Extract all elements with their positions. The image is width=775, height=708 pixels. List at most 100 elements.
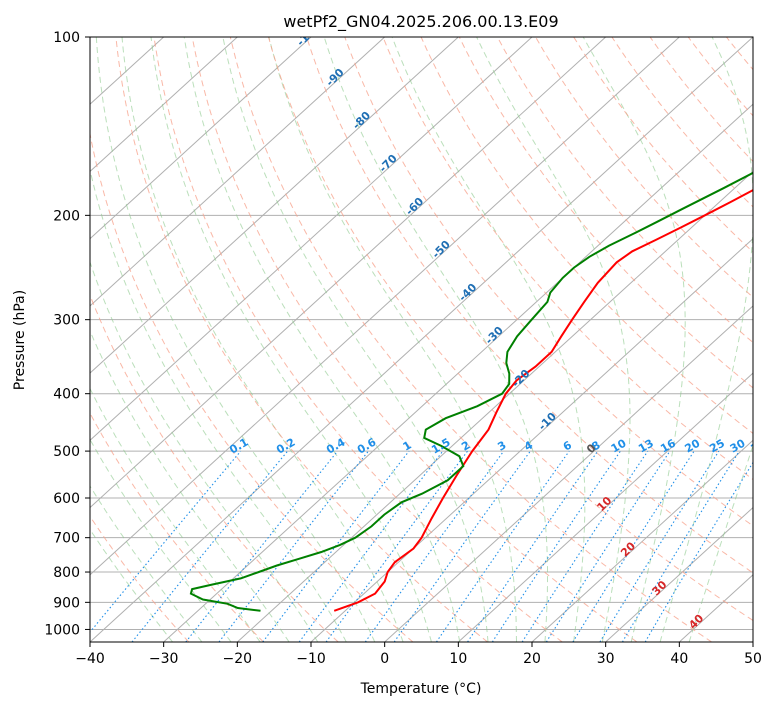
plot-area: 0.1 0.2 0.4 0.6 1 1.5 2 3 4 6 8 10 13 16 20 25 30 36-100-… <box>90 20 775 642</box>
x-tick-label: −40 <box>75 651 105 667</box>
x-tick-label: −10 <box>296 651 326 667</box>
dry-adiabat <box>229 37 712 642</box>
dry-adiabat <box>726 37 753 71</box>
mixing-ratio-line <box>90 450 242 633</box>
mixing-ratio-label: 25 <box>707 437 727 456</box>
isotherm-gridline <box>752 641 753 642</box>
moist-adiabat <box>90 167 347 642</box>
y-tick-label: 900 <box>53 595 80 611</box>
dry-adiabat <box>382 37 753 481</box>
mixing-ratio-label: 0.2 <box>274 436 297 457</box>
dry-adiabat <box>90 515 190 642</box>
moist-adiabat <box>90 485 203 642</box>
dry-adiabat <box>115 37 488 642</box>
y-tick-label: 300 <box>53 313 80 329</box>
mixing-ratio-line <box>185 450 339 642</box>
mixing-ratio-label: 1.5 <box>429 436 452 457</box>
y-tick-label: 400 <box>53 387 80 403</box>
isotherm-gridline <box>90 37 607 509</box>
isotherm-gridline <box>90 37 312 240</box>
dry-adiabat <box>153 37 563 642</box>
mixing-ratio-label: 0.4 <box>324 435 348 456</box>
sounding-series <box>189 171 753 612</box>
plot-frame <box>89 36 754 643</box>
mixing-ratio-label: 0.1 <box>227 436 250 457</box>
mixing-ratio-label: 10 <box>609 436 629 455</box>
isotherm-label: -60 <box>403 195 426 218</box>
moist-adiabat <box>659 37 753 642</box>
y-tick-label: 500 <box>53 444 80 460</box>
isotherm-label: -50 <box>430 238 453 261</box>
x-tick-label: 30 <box>597 651 615 667</box>
moist-adiabat <box>90 329 290 642</box>
dewpoint-profile-line <box>189 171 753 612</box>
y-tick-label: 1000 <box>44 622 80 638</box>
x-tick-label: −20 <box>223 651 253 667</box>
isotherm-gridline <box>90 37 238 173</box>
grid-layer <box>90 37 753 642</box>
isotherm-label: -80 <box>350 109 373 132</box>
isotherm-gridline <box>90 37 533 442</box>
isotherm-gridline <box>90 37 386 307</box>
mixing-ratio-line <box>262 450 410 642</box>
moist-adiabat <box>476 37 631 642</box>
mixing-ratio-label: 30 <box>728 436 748 455</box>
x-tick-label: 50 <box>744 651 762 667</box>
isotherm-label: 10 <box>594 494 614 514</box>
y-tick-label: 800 <box>53 565 80 581</box>
x-tick-label: 40 <box>670 651 688 667</box>
dry-adiabat <box>420 37 753 435</box>
isotherm-label: -90 <box>323 66 346 89</box>
moist-adiabat <box>90 528 173 642</box>
isotherm-label: -100 <box>294 20 323 49</box>
mixing-ratio-line <box>621 450 740 642</box>
dry-adiabat <box>649 37 753 163</box>
isotherm-gridline <box>163 103 753 642</box>
mixing-ratio-line <box>435 450 570 642</box>
temperature-profile-line <box>333 189 753 612</box>
x-tick-label: 0 <box>380 651 389 667</box>
mixing-ratio-line <box>491 450 621 642</box>
mixing-ratio-line <box>131 450 289 642</box>
y-tick-label: 600 <box>53 491 80 507</box>
dry-adiabat <box>535 37 753 298</box>
isopleth-labels: 0.1 0.2 0.4 0.6 1 1.5 2 3 4 6 8 10 13 16 20 25 30 36-100-… <box>227 20 768 632</box>
dry-adiabat <box>765 37 775 642</box>
mixing-ratio-line <box>467 450 599 642</box>
mixing-ratio-line <box>364 450 505 642</box>
y-tick-label: 700 <box>53 531 80 547</box>
mixing-ratio-label: 20 <box>683 436 703 455</box>
isotherm-label: -70 <box>377 152 400 175</box>
mixing-ratio-label: 0.6 <box>355 435 379 456</box>
moist-adiabat <box>688 443 753 642</box>
isotherm-gridline <box>90 37 459 374</box>
mixing-ratio-label: 16 <box>658 436 678 455</box>
moist-adiabat <box>90 387 261 642</box>
moist-adiabat <box>150 37 432 642</box>
mixing-ratio-line <box>572 450 695 642</box>
mixing-ratio-label: 36 <box>748 436 768 455</box>
isotherm-label: 40 <box>686 612 706 632</box>
isotherm-gridline <box>90 37 753 642</box>
isotherm-gridline <box>605 506 753 642</box>
dry-adiabat <box>611 37 753 208</box>
mixing-ratio-line <box>218 450 369 642</box>
dry-adiabat <box>306 37 753 574</box>
mixing-ratio-line <box>521 450 649 642</box>
moist-adiabat <box>90 438 232 642</box>
isotherm-label: 20 <box>618 539 638 559</box>
moist-adiabat <box>268 37 517 642</box>
dry-adiabat <box>687 37 753 117</box>
axes: −40 −30 −20 −10 0 10 20 30 40 50 100 200 300 400 500 60… <box>44 30 762 667</box>
mixing-ratio-line <box>298 450 444 642</box>
isotherm-label: 30 <box>650 578 670 598</box>
mixing-ratio-lines <box>90 450 753 642</box>
dry-adiabat <box>90 131 414 642</box>
isotherm-gridline <box>90 37 680 576</box>
x-tick-label: 20 <box>523 651 541 667</box>
mixing-ratio-line <box>545 450 671 642</box>
mixing-ratio-line <box>599 450 720 642</box>
moist-adiabat <box>90 260 319 642</box>
isotherm-label: -10 <box>536 410 559 433</box>
